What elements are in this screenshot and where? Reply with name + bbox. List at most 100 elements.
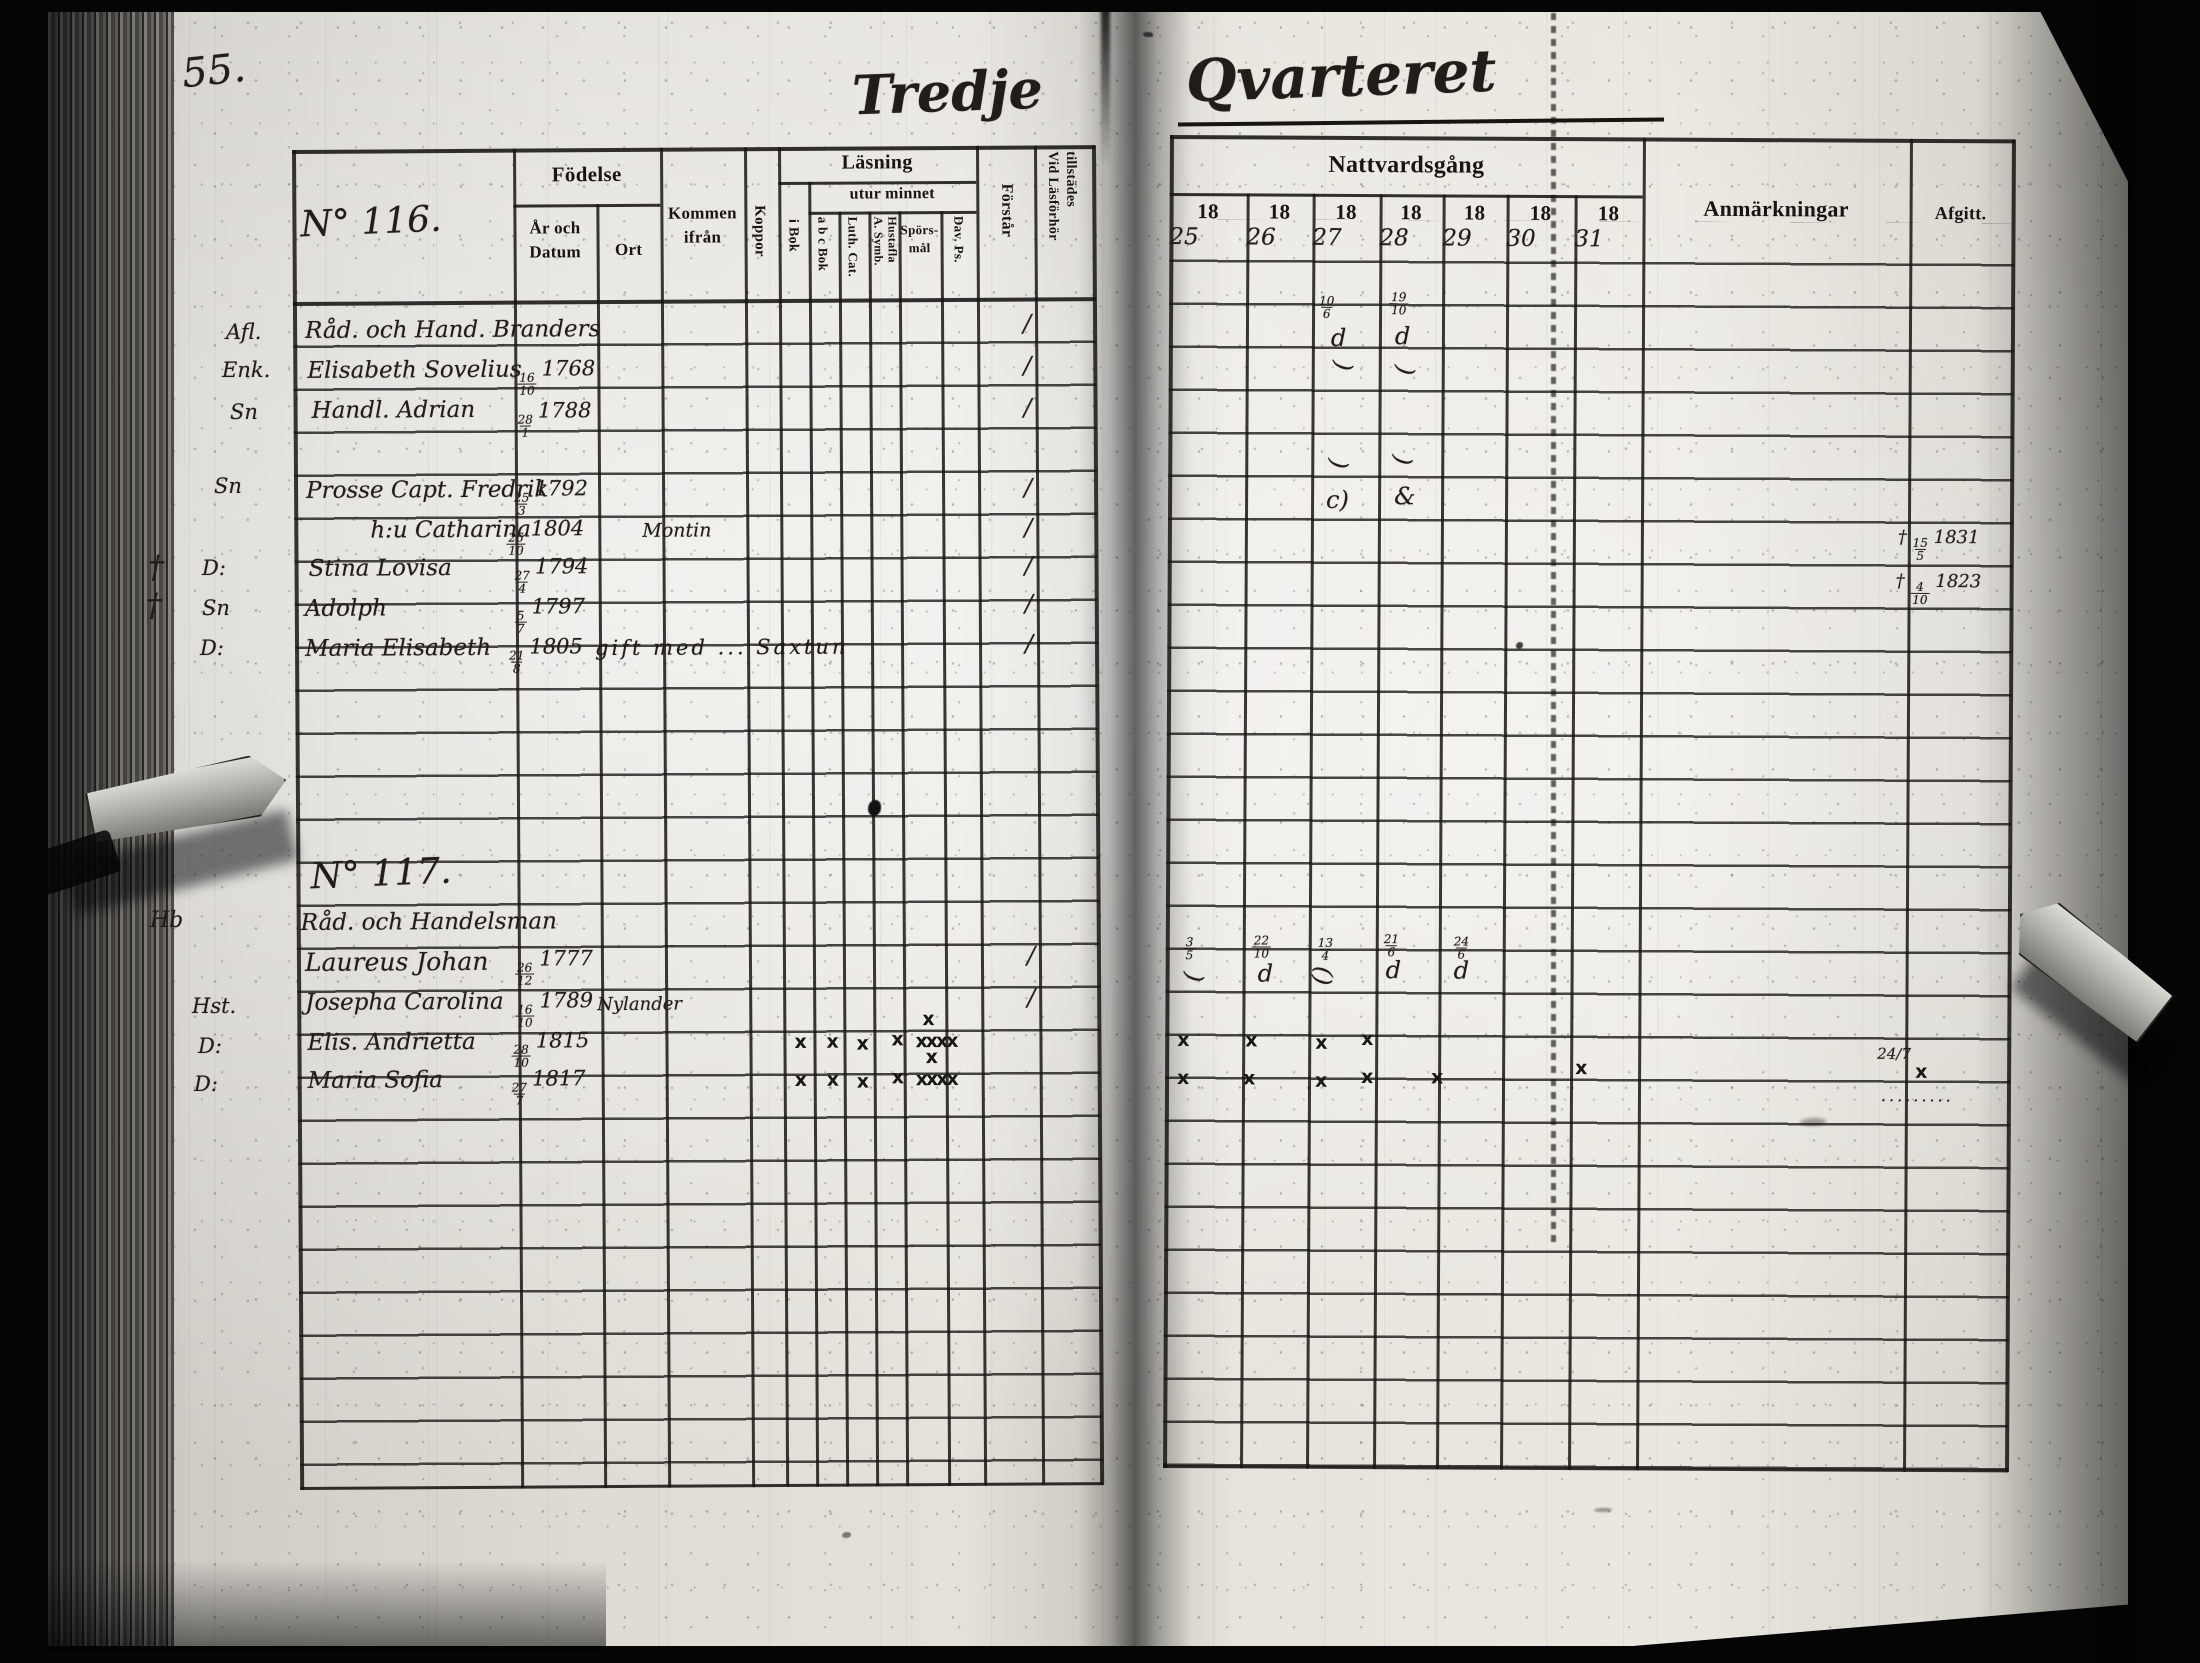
margin-code: Sn xyxy=(230,400,258,424)
record-number-116: N° 116. xyxy=(299,198,443,246)
ink-dot xyxy=(1516,642,1523,649)
frame-top xyxy=(0,0,2200,12)
communion-mark: d xyxy=(1257,959,1274,988)
record-number-117: N° 117. xyxy=(309,850,453,898)
communion-x-mark: x xyxy=(1361,1066,1374,1089)
tillstades-mark: / xyxy=(1024,629,1034,658)
communion-mark: d xyxy=(1385,956,1402,985)
communion-mark: & xyxy=(1394,482,1416,511)
header-tillstades-1: Vid Läsförhör xyxy=(1045,151,1061,241)
tillstades-mark: / xyxy=(1024,551,1033,580)
header-forstar: Förstår xyxy=(998,183,1016,238)
communion-date: 22 10 xyxy=(1251,933,1272,961)
afgitt-x-mark: x xyxy=(1915,1060,1928,1083)
birth-date: 16 10 1789 xyxy=(515,988,594,1030)
spread-title-left: Tredje xyxy=(850,56,1044,128)
entry-name: Råd. och Hand. Branders xyxy=(305,316,601,344)
header-afgitt: Afgitt. xyxy=(1934,203,1987,224)
tillstades-mark: / xyxy=(1023,393,1032,422)
entry-name: Elis. Andrietta xyxy=(307,1028,476,1056)
margin-code: Afl. xyxy=(226,320,262,344)
communion-x-mark: x xyxy=(1315,1031,1328,1054)
smudge xyxy=(842,1532,851,1538)
communion-x-mark: x xyxy=(1243,1067,1256,1090)
ink-dot xyxy=(1143,32,1153,37)
communion-x-mark: x xyxy=(1431,1066,1444,1089)
entry-name: Stina Lovisa xyxy=(308,555,452,582)
communion-x-mark: x xyxy=(1177,1067,1190,1090)
entry-name: Elisabeth Sovelius xyxy=(307,356,522,384)
header-ifran: ifrån xyxy=(683,227,722,247)
margin-cross: † xyxy=(146,586,162,624)
ink-blot xyxy=(868,800,881,816)
right-ledger-table: Nattvardsgång Anmärkningar Afgitt. 18 25 … xyxy=(1163,135,2016,1494)
birth-date: 26 10 1804 xyxy=(506,516,585,558)
frame-left xyxy=(0,0,48,1663)
header-ort: Ort xyxy=(614,239,643,260)
header-nattvardsgang: Nattvardsgång xyxy=(1328,151,1485,179)
margin-code: Sn xyxy=(202,596,230,620)
smudge xyxy=(1594,1508,1612,1512)
header-kommen: Kommen xyxy=(667,203,737,223)
entry-name: Adolph xyxy=(304,595,387,622)
marriage-note: gift med ... Saxtun xyxy=(594,634,849,661)
header-ar-och: År och xyxy=(529,218,581,238)
entry-name: Maria Elisabeth xyxy=(304,634,492,662)
tillstades-mark: / xyxy=(1024,513,1033,542)
margin-code: Hst. xyxy=(192,994,237,1018)
year-label-1830: 18 30 xyxy=(1506,200,1552,252)
communion-x-mark: x xyxy=(1314,1069,1328,1092)
year-label-1831: 18 31 xyxy=(1574,201,1620,253)
lasning-x-cluster: xxxx xyxy=(915,1067,957,1091)
lasning-x-mark: x xyxy=(891,1028,904,1051)
communion-date: 13 4 xyxy=(1317,935,1334,963)
header-utur-minnet: utur minnet xyxy=(849,185,935,203)
communion-x-mark: x xyxy=(1361,1028,1374,1051)
entry-name: Laureus Johan xyxy=(304,946,489,977)
afgitt-entry: † 4 10 1823 xyxy=(1895,570,1982,607)
communion-x-mark: x xyxy=(1177,1029,1190,1052)
year-label-1828: 18 28 xyxy=(1379,200,1422,252)
folio-number: 55. xyxy=(179,44,248,98)
lasning-x-mark: x xyxy=(794,1030,807,1053)
birth-date: 27 4 1794 xyxy=(514,554,589,596)
communion-x-mark: x xyxy=(1575,1057,1588,1080)
year-label-1825: 18 25 xyxy=(1169,199,1219,251)
communion-mark: d xyxy=(1453,956,1470,985)
header-fodelse: Födelse xyxy=(551,161,622,187)
tillstades-mark: / xyxy=(1022,309,1032,338)
margin-code: D: xyxy=(202,556,226,580)
communion-date: 10 6 xyxy=(1319,293,1335,321)
birth-date: 21 8 1805 xyxy=(509,634,583,676)
entry-name: Josepha Carolina xyxy=(305,988,504,1016)
spread-title-right: Qvarteret xyxy=(1184,36,1498,116)
birth-date: 26 12 1777 xyxy=(515,946,593,988)
kommen-ifran-entry: Montin xyxy=(642,519,712,542)
left-ledger-table: Födelse År och Datum Ort Kommen ifrån Ko… xyxy=(292,145,1105,1490)
communion-x-mark: x xyxy=(1245,1029,1258,1052)
year-label-1826: 18 26 xyxy=(1246,199,1291,251)
tillstades-mark: / xyxy=(1024,589,1033,618)
header-tillstades-2: tillstädes xyxy=(1063,151,1079,208)
communion-date: 19 10 xyxy=(1389,290,1409,318)
communion-mark: c) xyxy=(1326,485,1349,514)
communion-mark: () xyxy=(1308,964,1338,987)
lasning-x-mark: x xyxy=(891,1066,905,1089)
year-label-1827: 18 27 xyxy=(1312,199,1357,251)
tillstades-mark: / xyxy=(1023,351,1032,380)
entry-name: Råd. och Handelsman xyxy=(300,908,557,936)
lasning-x-mark: x xyxy=(925,1046,938,1069)
lasning-x-mark: x xyxy=(856,1032,869,1055)
smudge xyxy=(1800,1118,1826,1126)
tillstades-mark: / xyxy=(1026,941,1036,970)
birth-date: 28 10 1815 xyxy=(511,1028,590,1070)
margin-code: D: xyxy=(194,1072,218,1096)
dotted-trail: ········· xyxy=(1880,1090,1954,1111)
margin-code: D: xyxy=(200,636,224,660)
header-i-bok: i Bok xyxy=(785,218,801,253)
afgitt-entry: † 15 5 1831 xyxy=(1897,526,1980,563)
tillstades-mark: / xyxy=(1027,983,1036,1012)
entry-name: Prosse Capt. Fredrik xyxy=(306,476,549,504)
year-label-1829: 18 29 xyxy=(1442,200,1486,252)
